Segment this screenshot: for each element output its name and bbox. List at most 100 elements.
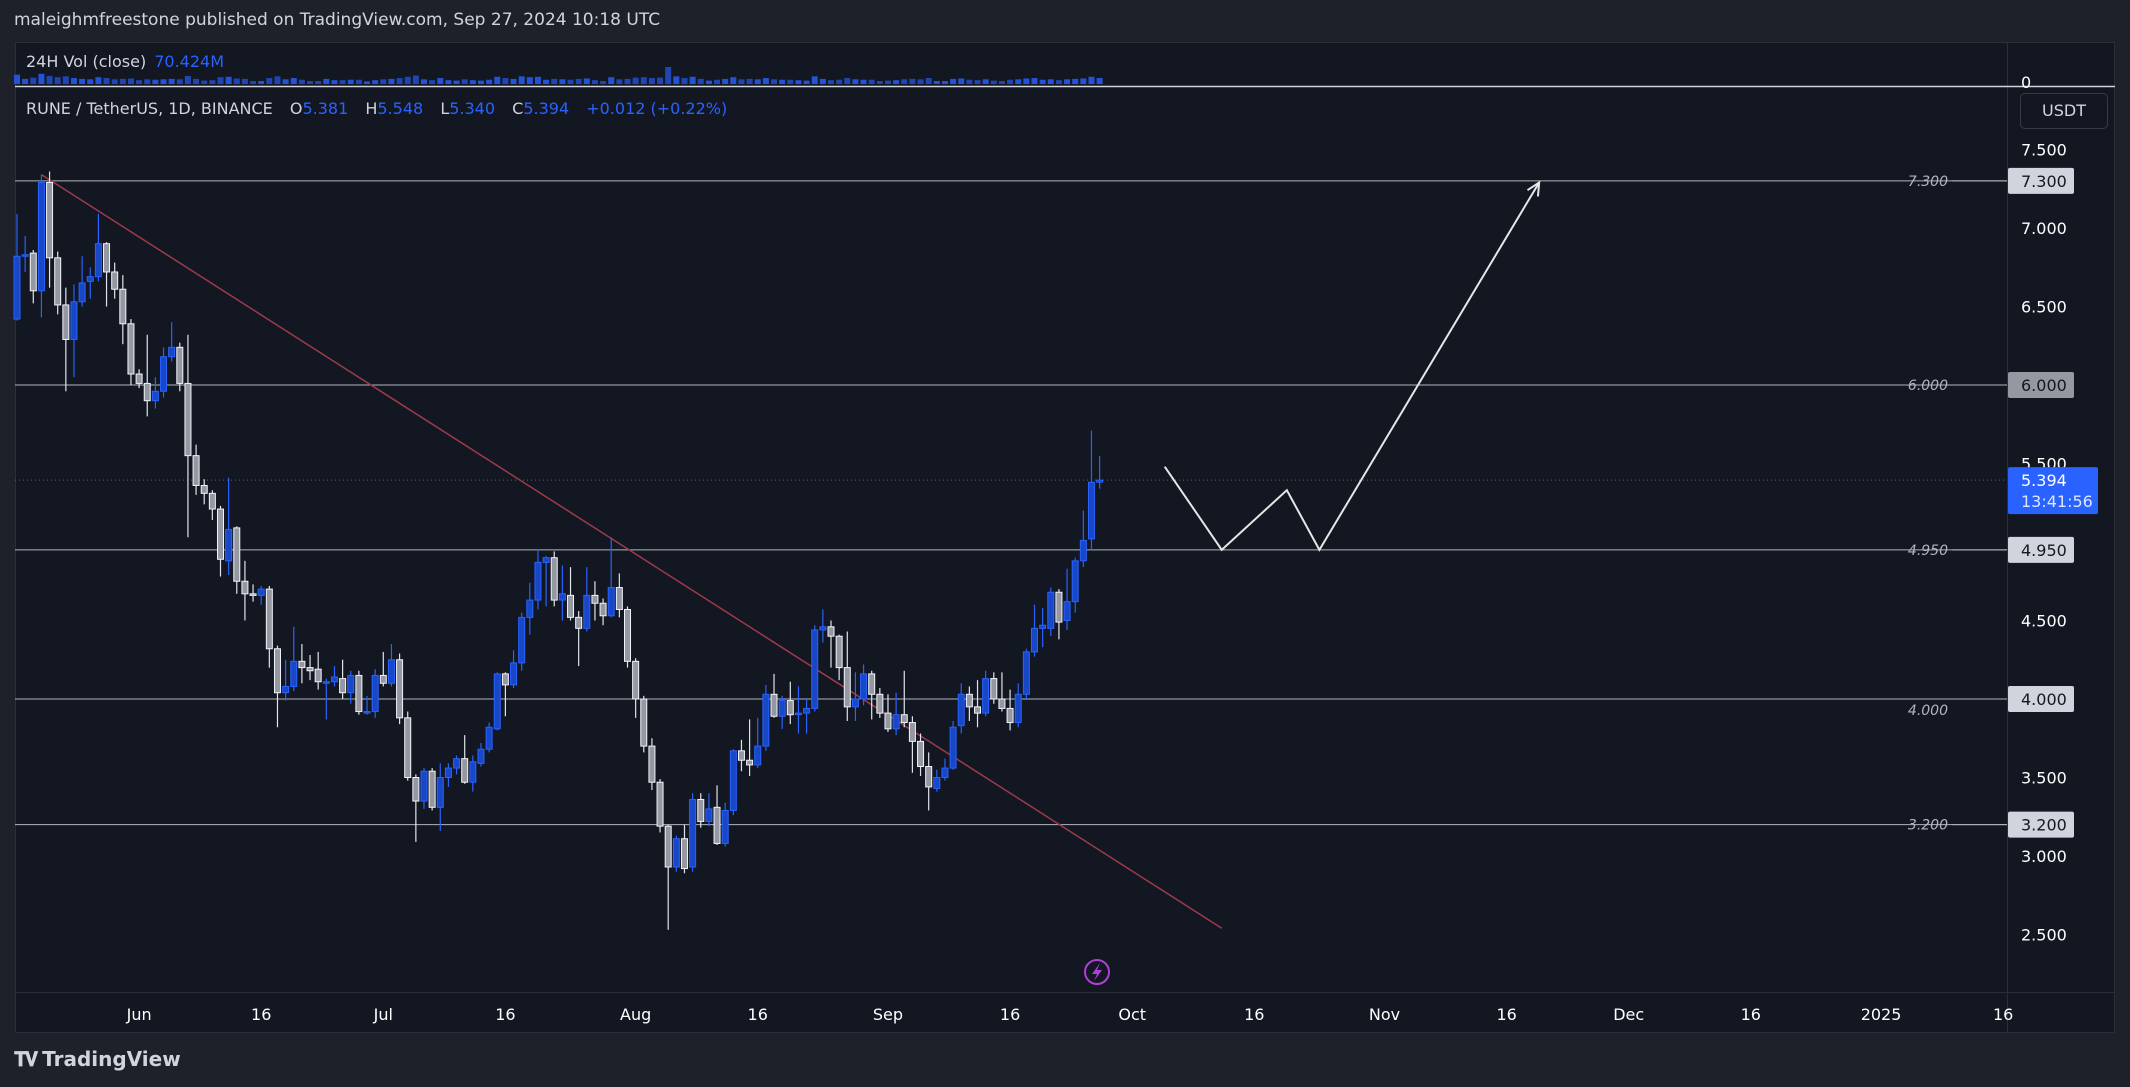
- candle: [1047, 587, 1055, 637]
- candle: [339, 659, 347, 699]
- candle: [827, 620, 835, 668]
- candle-body: [567, 594, 575, 618]
- volume-legend-label: 24H Vol (close): [26, 52, 147, 71]
- candle: [754, 717, 762, 769]
- brand-name: TradingView: [42, 1047, 181, 1071]
- candle-body: [689, 798, 697, 868]
- volume-bar: [1096, 78, 1103, 84]
- candle-body: [876, 693, 884, 714]
- volume-bar: [266, 78, 273, 84]
- volume-bar: [111, 79, 118, 84]
- candle-body: [607, 587, 615, 617]
- candle-body: [957, 693, 965, 727]
- volume-bar: [722, 78, 729, 84]
- volume-bar: [486, 79, 493, 84]
- symbol-title[interactable]: RUNE / TetherUS, 1D, BINANCE: [26, 99, 273, 118]
- volume-bar: [193, 78, 200, 84]
- candle: [1071, 557, 1079, 613]
- currency-button[interactable]: USDT: [2020, 93, 2108, 129]
- candle: [387, 644, 395, 687]
- volume-bar: [909, 78, 916, 84]
- candle-body: [534, 561, 542, 601]
- candle-body: [965, 693, 973, 708]
- candle: [965, 686, 973, 721]
- volume-bar: [526, 77, 533, 84]
- volume-bar: [331, 80, 338, 84]
- candle-body: [713, 806, 721, 844]
- symbol-legend: RUNE / TetherUS, 1D, BINANCE O5.381 H5.5…: [26, 99, 739, 118]
- candle: [892, 692, 900, 736]
- candle-body: [265, 588, 273, 650]
- volume-bar: [559, 79, 566, 84]
- candle-body: [672, 838, 680, 868]
- candle: [721, 802, 729, 847]
- candle-body: [477, 748, 485, 764]
- candle: [13, 213, 21, 321]
- candle-body: [314, 668, 322, 683]
- candle: [119, 275, 127, 345]
- current-price-label: 5.394: [2021, 471, 2067, 490]
- volume-legend: 24H Vol (close) 70.424M: [26, 52, 224, 71]
- candle: [208, 490, 216, 521]
- candle: [941, 758, 949, 781]
- volume-bar: [551, 78, 558, 84]
- time-tick-label: 16: [1741, 1005, 1761, 1024]
- candle: [1031, 604, 1038, 657]
- candle-body: [640, 698, 648, 747]
- volume-bar: [990, 80, 997, 84]
- level-price-tag-label: 6.000: [2021, 376, 2067, 395]
- volume-bar: [282, 79, 289, 84]
- candle-body: [811, 629, 819, 709]
- candle: [184, 334, 192, 538]
- volume-bar: [14, 74, 20, 84]
- candle: [225, 477, 233, 575]
- volume-bar: [1031, 78, 1038, 84]
- price-tick-label: 7.000: [2021, 219, 2067, 238]
- candle: [624, 606, 631, 668]
- open-value: 5.381: [302, 99, 349, 118]
- trendline-drawing[interactable]: [41, 173, 1223, 929]
- candle: [672, 835, 680, 872]
- time-tick-label: Sep: [873, 1005, 903, 1024]
- candle-body: [803, 707, 811, 714]
- candle: [21, 235, 29, 272]
- candle-body: [558, 593, 566, 601]
- candle: [558, 565, 566, 621]
- time-tick-label: Jul: [373, 1005, 393, 1024]
- countdown-label: 13:41:56: [2021, 492, 2093, 511]
- candle-body: [241, 580, 249, 595]
- candle-body: [37, 181, 45, 292]
- candle-body: [974, 706, 982, 714]
- candle: [477, 742, 485, 767]
- candle-body: [168, 346, 176, 358]
- alert-lightning-icon[interactable]: [1084, 959, 1110, 985]
- price-tick-label: 3.000: [2021, 847, 2067, 866]
- candle: [306, 655, 314, 681]
- candle-body: [70, 301, 78, 340]
- candle-body: [1071, 560, 1079, 603]
- candle: [241, 560, 249, 621]
- candle: [1055, 589, 1063, 640]
- volume-bar: [640, 77, 647, 84]
- time-tick-label: 16: [748, 1005, 768, 1024]
- candle: [111, 262, 119, 299]
- volume-axis-zero: 0: [2021, 73, 2031, 92]
- candle: [1087, 430, 1095, 550]
- candle-body: [615, 587, 623, 611]
- volume-bar: [1023, 78, 1030, 84]
- candle: [933, 769, 941, 792]
- candle-body: [396, 659, 404, 719]
- projection-path-drawing[interactable]: [1163, 181, 1541, 552]
- footer-brand[interactable]: 𝐓𝐕 TradingView: [14, 1047, 181, 1071]
- volume-bar: [429, 80, 436, 84]
- volume-bar: [176, 79, 183, 84]
- candle: [534, 549, 542, 610]
- volume-bar: [30, 77, 37, 84]
- candle-body: [54, 257, 62, 306]
- volume-bar: [469, 80, 476, 84]
- volume-bar: [87, 79, 94, 84]
- volume-bar: [217, 77, 224, 84]
- chart-pane[interactable]: [15, 42, 2115, 1033]
- candle: [298, 644, 306, 684]
